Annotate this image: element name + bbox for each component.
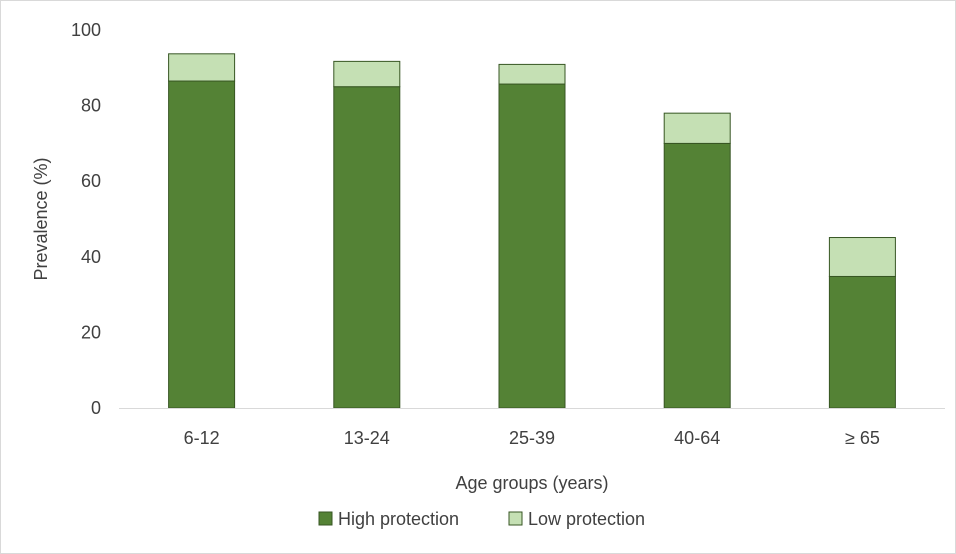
bar-high-protection (333, 86, 401, 409)
x-tick-label: 6-12 (184, 428, 220, 448)
x-tick-label: 13-24 (344, 428, 390, 448)
bar-low-protection (498, 63, 566, 85)
y-tick-label: 80 (81, 96, 101, 116)
legend-label-low-protection: Low protection (528, 509, 645, 529)
y-tick-label: 40 (81, 247, 101, 267)
y-tick-label: 100 (71, 20, 101, 40)
x-tick-label: ≥ 65 (845, 428, 880, 448)
y-tick-label: 0 (91, 398, 101, 418)
bar-high-protection (663, 142, 731, 409)
legend: High protection Low protection (318, 509, 645, 529)
y-axis-ticks: 0 20 40 60 80 100 (71, 20, 101, 418)
y-tick-label: 20 (81, 322, 101, 342)
y-tick-label: 60 (81, 171, 101, 191)
x-tick-label: 40-64 (674, 428, 720, 448)
x-tick-label: 25-39 (509, 428, 555, 448)
bars (168, 53, 896, 409)
bar-low-protection (333, 60, 401, 88)
legend-swatch-high-protection (318, 511, 333, 526)
bar-high-protection (168, 80, 236, 409)
bar-low-protection (828, 237, 896, 277)
x-axis-title: Age groups (years) (455, 473, 608, 493)
y-axis-title: Prevalence (%) (31, 157, 51, 280)
legend-label-high-protection: High protection (338, 509, 459, 529)
bar-high-protection (498, 83, 566, 409)
x-axis-ticks: 6-12 13-24 25-39 40-64 ≥ 65 (184, 428, 880, 448)
bar-low-protection (663, 112, 731, 144)
bar-low-protection (168, 53, 236, 82)
legend-swatch-low-protection (508, 511, 523, 526)
bar-high-protection (828, 275, 896, 409)
